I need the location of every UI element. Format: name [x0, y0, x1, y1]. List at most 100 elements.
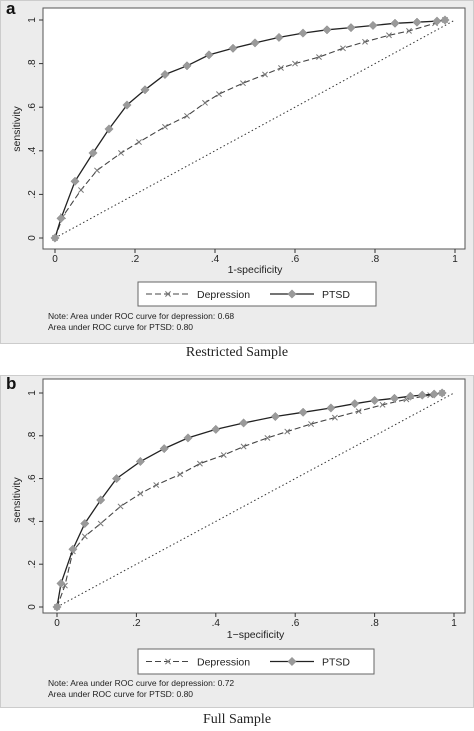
ptsd-point — [350, 399, 360, 409]
ptsd-point — [140, 85, 150, 95]
ptsd-point — [183, 433, 193, 443]
depression-point — [118, 150, 124, 156]
depression-marker-stroke — [355, 408, 362, 415]
depression-point — [278, 65, 284, 71]
y-tick-label: .2 — [27, 560, 38, 569]
depression-point — [240, 80, 246, 87]
ptsd-point — [56, 578, 66, 589]
depression-marker-stroke — [97, 520, 104, 527]
depression-point — [331, 414, 338, 421]
roc-chart-a: 0 0 .2 .2 .4 .4 .6 .6 .8 .8 1 1 1-specificity sensiti… — [11, 7, 466, 307]
depression-point — [177, 471, 184, 478]
depression-point — [153, 482, 160, 488]
depression-marker-stroke — [331, 414, 338, 421]
ptsd-point — [96, 495, 106, 505]
depression-point — [202, 99, 208, 106]
y-tick-label: .8 — [27, 431, 38, 440]
ptsd-point — [432, 16, 442, 26]
y-axis-label: sensitivity — [11, 105, 23, 151]
legend: Depression PTSD — [137, 281, 377, 307]
ptsd-point — [274, 32, 284, 42]
ptsd-point — [228, 43, 238, 53]
depression-line — [54, 19, 446, 239]
depression-point — [78, 187, 84, 193]
ptsd-point — [326, 403, 336, 413]
ptsd-point — [298, 407, 308, 417]
depression-marker-stroke — [240, 80, 246, 87]
depression-point — [117, 503, 124, 510]
depression-marker-stroke — [162, 123, 168, 130]
depression-marker-stroke — [202, 99, 208, 106]
plot-area — [42, 378, 466, 614]
ptsd-point — [437, 388, 447, 398]
y-tick-label: 1 — [27, 390, 38, 396]
depression-point — [97, 520, 104, 527]
x-tick-label: .8 — [370, 618, 379, 629]
depression-point — [216, 91, 222, 98]
x-tick-label: .4 — [212, 618, 221, 629]
ptsd-point — [111, 474, 122, 484]
ptsd-point — [122, 100, 132, 110]
chart-panel-b: 0 0 .2 .2 .4 .4 .6 .6 .8 .8 1 1 1−specificity sensiti… — [0, 374, 474, 708]
depression-marker-stroke — [292, 60, 298, 67]
y-tick-label: .2 — [27, 190, 38, 199]
depression-point — [81, 533, 88, 540]
depression-marker-stroke — [262, 71, 268, 78]
depression-marker-stroke — [117, 503, 124, 510]
depression-marker-stroke — [184, 112, 190, 119]
auc-note-line: Area under ROC curve for PTSD: 0.80 — [48, 321, 194, 332]
ptsd-point — [204, 50, 214, 60]
legend-marker-ptsd — [287, 289, 297, 299]
depression-marker-stroke — [220, 452, 227, 459]
ptsd-point — [239, 418, 249, 428]
x-tick-label: 1 — [451, 618, 457, 629]
depression-point — [136, 139, 142, 146]
y-tick-label: .4 — [27, 146, 38, 155]
depression-marker-stroke — [240, 443, 247, 450]
x-tick-label: .8 — [371, 254, 380, 265]
depression-point — [316, 54, 322, 61]
ptsd-point — [322, 25, 332, 35]
plot-area — [42, 7, 466, 250]
depression-point — [264, 434, 271, 441]
x-tick-label: .6 — [291, 618, 300, 629]
depression-marker-stroke — [118, 150, 124, 156]
depression-point — [308, 421, 315, 427]
ptsd-point — [417, 390, 427, 400]
ptsd-point — [80, 518, 90, 529]
depression-marker-stroke — [81, 533, 88, 540]
ptsd-point — [389, 393, 400, 403]
x-tick-label: .2 — [132, 618, 141, 629]
ptsd-point — [160, 69, 170, 80]
y-tick-label: 1 — [27, 17, 38, 23]
panel-caption: Full Sample — [202, 712, 272, 727]
auc-note-line: Area under ROC curve for PTSD: 0.80 — [48, 688, 194, 699]
x-tick-label: .2 — [131, 254, 140, 265]
depression-marker-stroke — [362, 38, 368, 45]
y-axis-label: sensitivity — [11, 476, 23, 522]
x-tick-label: .6 — [291, 254, 300, 265]
ptsd-point — [368, 20, 378, 31]
depression-marker-stroke — [153, 482, 160, 488]
ptsd-point — [182, 61, 192, 71]
y-tick-label: .8 — [27, 59, 38, 68]
depression-marker-stroke — [379, 401, 386, 408]
ptsd-point — [68, 544, 78, 554]
panel-letter: a — [6, 0, 16, 18]
depression-marker-stroke — [308, 421, 315, 427]
depression-point — [406, 27, 412, 34]
auc-note-line: Note: Area under ROC curve for depressio… — [48, 311, 235, 321]
depression-point — [262, 71, 268, 78]
depression-point — [162, 123, 168, 130]
depression-point — [196, 460, 203, 467]
ptsd-point — [70, 176, 80, 186]
ptsd-point — [250, 38, 260, 48]
ptsd-point — [440, 15, 450, 25]
ptsd-point — [429, 389, 439, 399]
panel-letter: b — [6, 374, 17, 393]
ptsd-point — [405, 391, 415, 401]
auc-note: Note: Area under ROC curve for depressio… — [48, 678, 234, 699]
depression-point — [220, 452, 227, 459]
ptsd-point — [50, 233, 60, 243]
ptsd-point — [298, 28, 308, 38]
